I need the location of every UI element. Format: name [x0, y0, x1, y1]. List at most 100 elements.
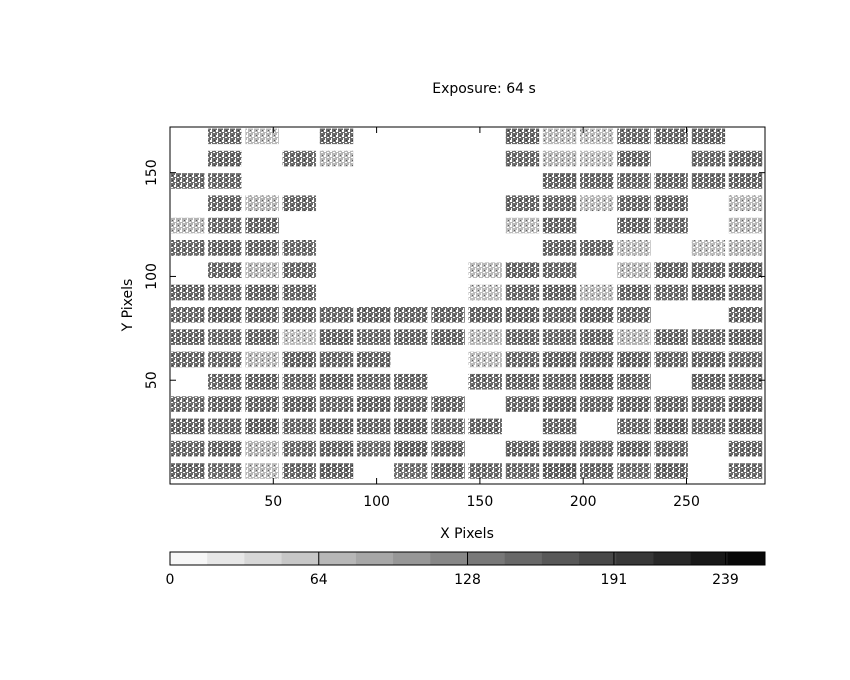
cell	[208, 284, 242, 301]
cell	[208, 351, 242, 368]
cell-texture	[431, 396, 465, 412]
cell-texture	[580, 396, 614, 412]
cell	[208, 440, 242, 457]
cell-texture	[356, 440, 391, 457]
colorbar-step	[170, 552, 208, 565]
cell-texture	[580, 284, 614, 301]
cell-texture	[356, 351, 391, 368]
cell-texture	[171, 217, 205, 234]
cell	[654, 284, 688, 301]
colorbar-step	[430, 552, 468, 565]
cell	[691, 284, 726, 301]
cell-texture	[282, 396, 317, 412]
cell-texture	[171, 351, 205, 368]
cell-texture	[171, 173, 205, 189]
cell	[431, 396, 465, 412]
cell	[654, 195, 688, 212]
cell-texture	[617, 329, 651, 345]
colorbar-step	[579, 552, 617, 565]
cell-texture	[542, 440, 577, 457]
cell	[505, 128, 540, 145]
cell-texture	[282, 373, 317, 390]
cell-texture	[282, 150, 317, 167]
cell-texture	[654, 396, 688, 412]
cell	[542, 284, 577, 301]
cell	[505, 329, 540, 345]
cell-texture	[171, 396, 205, 412]
cell	[394, 373, 428, 390]
cell	[356, 373, 391, 390]
cell	[171, 217, 205, 234]
cell	[208, 418, 242, 435]
cell	[691, 262, 726, 278]
cell-texture	[542, 240, 577, 256]
x-tick-label: 150	[467, 494, 494, 510]
cell	[468, 418, 502, 435]
cell	[245, 329, 279, 345]
cell	[691, 240, 726, 256]
cell-texture	[394, 373, 428, 390]
cell-texture	[319, 351, 354, 368]
cell-texture	[319, 329, 354, 345]
cell	[245, 240, 279, 256]
cell	[691, 396, 726, 412]
cell	[208, 173, 242, 189]
cell	[282, 284, 317, 301]
cell	[282, 440, 317, 457]
cell	[431, 418, 465, 435]
cell	[505, 373, 540, 390]
cell	[505, 307, 540, 323]
cell-texture	[542, 195, 577, 212]
cell-texture	[617, 240, 651, 256]
cell	[728, 262, 763, 278]
cell	[319, 418, 354, 435]
cell	[171, 418, 205, 435]
cell	[282, 373, 317, 390]
cell-texture	[580, 150, 614, 167]
cell	[468, 262, 502, 278]
cell	[542, 329, 577, 345]
x-tick-label: 50	[264, 494, 282, 510]
cell-texture	[394, 329, 428, 345]
cell	[431, 307, 465, 323]
cell-texture	[617, 418, 651, 435]
cell	[245, 418, 279, 435]
cell	[691, 150, 726, 167]
cell	[542, 373, 577, 390]
cell-texture	[505, 128, 540, 145]
cell-texture	[245, 217, 279, 234]
cell	[617, 418, 651, 435]
cell-texture	[691, 418, 726, 435]
cell	[171, 284, 205, 301]
cell-texture	[617, 217, 651, 234]
cell	[691, 418, 726, 435]
cell	[691, 373, 726, 390]
cell	[654, 217, 688, 234]
cell-texture	[542, 307, 577, 323]
cell	[542, 240, 577, 256]
cell-texture	[542, 329, 577, 345]
cell	[319, 351, 354, 368]
cell	[505, 396, 540, 412]
cell-texture	[245, 463, 279, 479]
cell-texture	[245, 284, 279, 301]
cell-texture	[245, 396, 279, 412]
cell-texture	[691, 173, 726, 189]
cell	[654, 173, 688, 189]
cell-texture	[691, 284, 726, 301]
cell	[580, 195, 614, 212]
cell	[282, 262, 317, 278]
cell-texture	[617, 173, 651, 189]
cell-texture	[171, 307, 205, 323]
cell	[617, 463, 651, 479]
cell	[171, 396, 205, 412]
cell	[431, 440, 465, 457]
cell-texture	[654, 329, 688, 345]
cell-texture	[208, 463, 242, 479]
cell	[728, 307, 763, 323]
cell	[580, 440, 614, 457]
cell-texture	[468, 262, 502, 278]
cell-texture	[505, 217, 540, 234]
cell	[505, 262, 540, 278]
